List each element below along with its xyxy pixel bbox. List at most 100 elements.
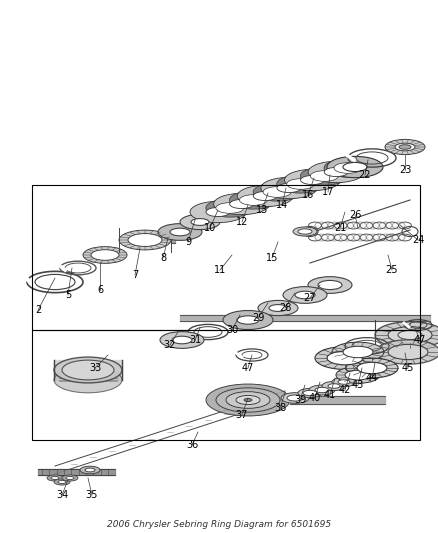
Ellipse shape [323,159,371,177]
Text: 2: 2 [35,305,41,315]
Ellipse shape [342,163,366,172]
Ellipse shape [307,277,351,293]
Ellipse shape [236,395,259,405]
Text: 29: 29 [251,313,264,323]
Text: 47: 47 [241,363,254,373]
Ellipse shape [333,163,361,173]
Ellipse shape [51,477,59,480]
Ellipse shape [237,316,258,324]
Ellipse shape [128,233,162,246]
Text: 47: 47 [413,335,425,345]
Ellipse shape [258,301,297,316]
Text: 28: 28 [278,303,290,313]
Ellipse shape [213,193,269,215]
Ellipse shape [326,156,382,177]
Ellipse shape [260,177,316,199]
Ellipse shape [215,203,243,213]
Text: 45: 45 [401,363,413,373]
Ellipse shape [326,351,362,365]
Bar [32,330,419,440]
Text: 34: 34 [56,490,68,500]
Ellipse shape [54,479,70,485]
Text: 26: 26 [348,210,360,220]
Ellipse shape [384,140,424,155]
Ellipse shape [180,214,219,230]
Ellipse shape [158,224,201,240]
Text: 38: 38 [273,403,286,413]
Ellipse shape [280,393,308,403]
Ellipse shape [62,360,114,380]
Ellipse shape [300,167,348,185]
Ellipse shape [159,332,204,349]
Ellipse shape [229,191,277,209]
Ellipse shape [387,327,431,343]
Ellipse shape [398,145,410,149]
Text: 9: 9 [184,237,191,247]
Ellipse shape [205,384,290,416]
Ellipse shape [283,287,326,303]
Ellipse shape [85,468,95,472]
Ellipse shape [262,187,290,197]
Ellipse shape [300,175,324,184]
Ellipse shape [54,367,122,393]
Text: 39: 39 [293,395,305,405]
Ellipse shape [327,384,339,388]
Ellipse shape [172,336,191,344]
Ellipse shape [331,377,355,386]
Text: 10: 10 [203,223,215,233]
Ellipse shape [80,466,100,474]
Ellipse shape [170,228,190,236]
Text: 42: 42 [338,385,350,395]
Ellipse shape [387,344,427,360]
Ellipse shape [62,475,78,481]
Text: 11: 11 [213,265,226,275]
Ellipse shape [294,291,314,299]
Ellipse shape [223,311,272,329]
Ellipse shape [244,399,251,401]
Ellipse shape [229,199,253,208]
Text: 30: 30 [226,325,237,335]
Ellipse shape [237,185,293,207]
Ellipse shape [119,230,171,250]
Text: 14: 14 [275,200,287,210]
Text: 24: 24 [411,235,423,245]
Ellipse shape [337,379,349,384]
Text: 41: 41 [323,390,336,400]
Ellipse shape [308,385,334,395]
Text: 5: 5 [65,290,71,300]
Ellipse shape [58,480,66,483]
Text: 21: 21 [333,223,346,233]
Ellipse shape [314,387,328,393]
Ellipse shape [83,247,127,263]
Text: 16: 16 [301,190,314,200]
Bar [32,185,419,330]
Text: 12: 12 [235,217,247,227]
Text: 23: 23 [398,165,410,175]
Ellipse shape [321,382,345,391]
Ellipse shape [317,280,341,289]
Text: 31: 31 [188,335,201,345]
Text: 13: 13 [255,205,268,215]
Ellipse shape [54,357,122,383]
Text: 25: 25 [385,265,397,275]
Text: 8: 8 [159,253,166,263]
Ellipse shape [276,175,324,193]
Text: 40: 40 [308,393,320,403]
Ellipse shape [297,229,311,234]
Ellipse shape [356,362,386,374]
Ellipse shape [307,161,364,183]
Text: 17: 17 [321,187,333,197]
Ellipse shape [239,195,267,205]
Ellipse shape [205,207,230,216]
Text: 6: 6 [97,285,103,295]
Ellipse shape [397,330,421,340]
Ellipse shape [335,367,379,383]
Ellipse shape [344,370,370,380]
Ellipse shape [226,392,269,408]
Ellipse shape [253,191,277,200]
Ellipse shape [276,183,300,192]
Ellipse shape [191,219,208,225]
Text: 27: 27 [303,293,315,303]
Ellipse shape [374,322,438,348]
Ellipse shape [292,227,316,236]
